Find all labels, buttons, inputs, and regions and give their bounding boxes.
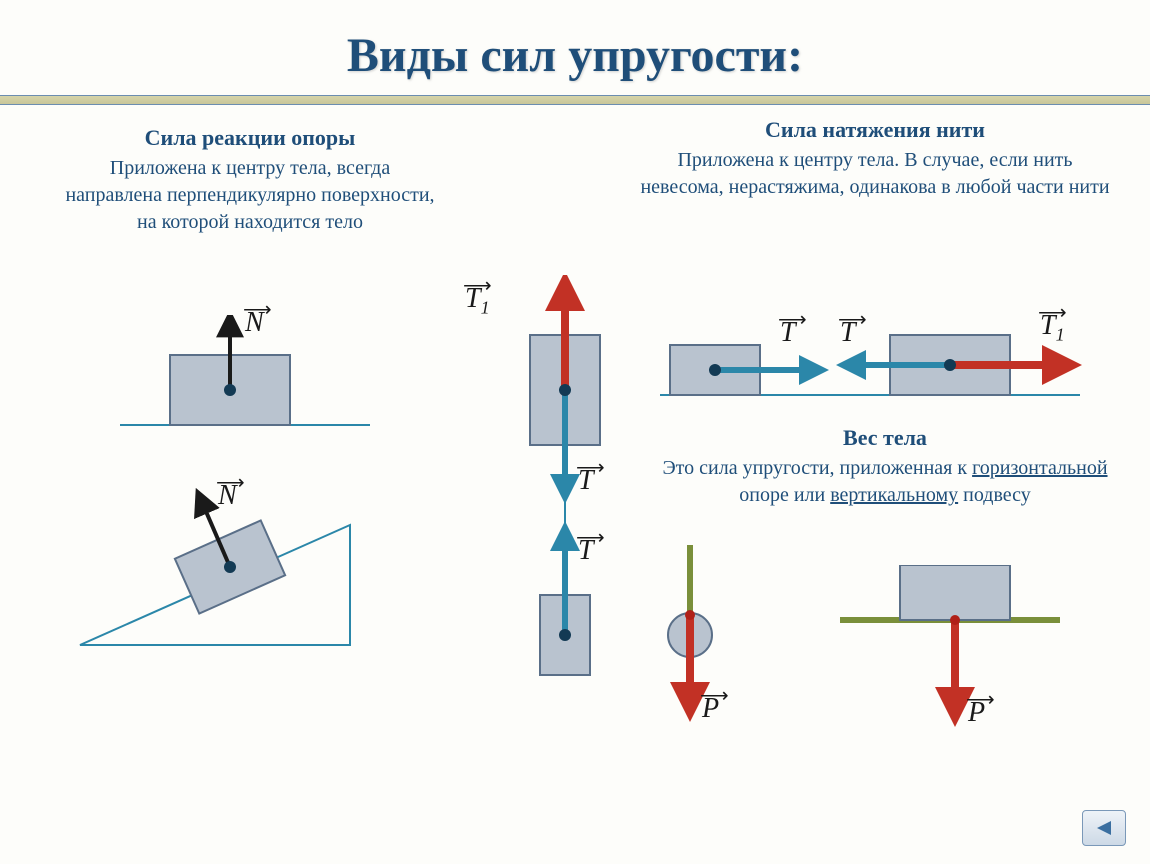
left-column: Сила реакции опоры Приложена к центру те… [60,125,440,236]
content-area: Сила реакции опоры Приложена к центру те… [0,105,1150,825]
fig-tension-vertical: ⟶T1 ⟶T ⟶T [500,275,630,685]
right-top-text: Приложена к центру тела. В случае, если … [640,147,1110,201]
triangle-left-icon [1093,819,1115,837]
label-T1-center: ⟶T1 [465,283,490,319]
fig-tension-horizontal: ⟶T ⟶T ⟶T1 [660,305,1090,415]
fig-normal-flat: ⟶N [110,315,390,445]
label-T-center-1: ⟶T [578,465,594,497]
label-N-2: ⟶N [218,480,237,512]
label-T-right-2: ⟶T [840,317,856,349]
back-button[interactable] [1082,810,1126,846]
label-P-2: ⟶P [968,697,985,729]
label-T-center-2: ⟶T [578,535,594,567]
label-T1-right: ⟶T1 [1040,310,1065,346]
divider [0,95,1150,105]
right-bot-text: Это сила упругости, приложенная к горизо… [660,455,1110,509]
left-text: Приложена к центру тела, всегда направле… [60,155,440,236]
right-top-column: Сила натяжения нити Приложена к центру т… [640,117,1110,201]
fig-normal-incline: ⟶N [70,475,370,665]
fig-weight-support: ⟶P [840,565,1070,735]
label-T-right-1: ⟶T [780,317,796,349]
right-bot-heading: Вес тела [660,425,1110,451]
page-title: Виды сил упругости: [0,0,1150,95]
right-bot-column: Вес тела Это сила упругости, приложенная… [660,425,1110,509]
right-top-heading: Сила натяжения нити [640,117,1110,143]
label-N-1: ⟶N [245,307,264,339]
left-heading: Сила реакции опоры [60,125,440,151]
label-P-1: ⟶P [702,693,719,725]
fig-weight-hang: ⟶P [640,545,740,725]
